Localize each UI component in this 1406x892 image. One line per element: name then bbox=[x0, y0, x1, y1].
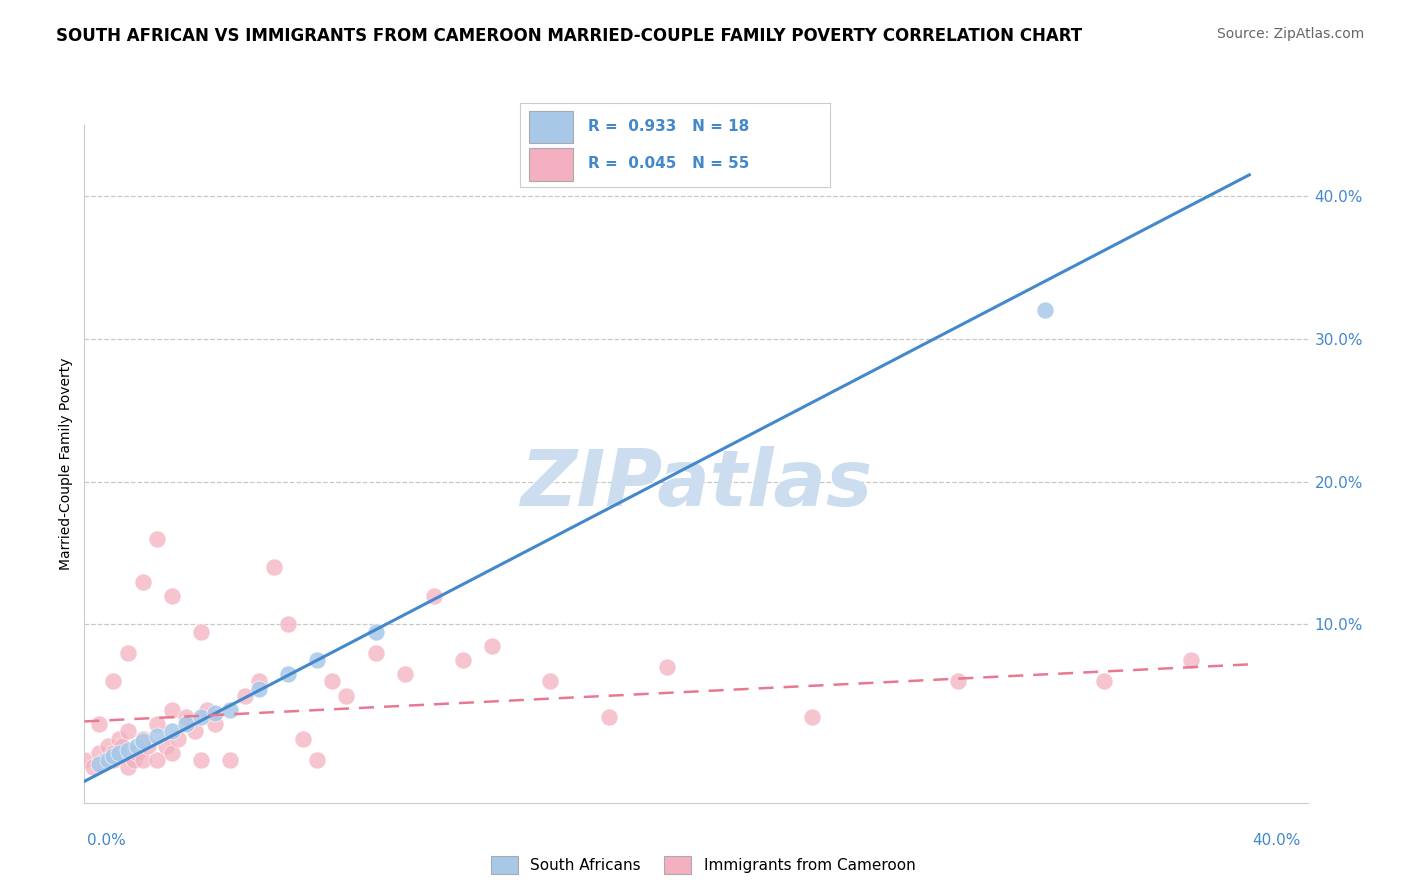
Point bbox=[247, 681, 270, 696]
Legend: South Africans, Immigrants from Cameroon: South Africans, Immigrants from Cameroon bbox=[485, 850, 921, 880]
Point bbox=[146, 729, 169, 743]
Point bbox=[87, 757, 110, 772]
Point bbox=[184, 724, 207, 739]
Point bbox=[160, 724, 183, 739]
Point bbox=[103, 746, 125, 760]
Text: R =  0.933   N = 18: R = 0.933 N = 18 bbox=[588, 119, 749, 134]
Point bbox=[160, 589, 183, 603]
Point bbox=[364, 624, 387, 639]
Point bbox=[103, 674, 125, 689]
Point bbox=[1180, 653, 1202, 667]
Point bbox=[233, 689, 256, 703]
Point bbox=[190, 753, 212, 767]
Point bbox=[219, 703, 242, 717]
Point bbox=[97, 753, 120, 767]
Point bbox=[277, 667, 299, 681]
Point bbox=[146, 753, 169, 767]
Point bbox=[117, 724, 139, 739]
Point bbox=[598, 710, 620, 724]
Point bbox=[131, 753, 153, 767]
Point bbox=[263, 560, 285, 574]
Point bbox=[204, 706, 226, 720]
Point bbox=[277, 617, 299, 632]
Point bbox=[481, 639, 503, 653]
Point bbox=[160, 746, 183, 760]
Point bbox=[93, 753, 117, 767]
Point bbox=[423, 589, 446, 603]
Point bbox=[364, 646, 387, 660]
Point bbox=[219, 753, 242, 767]
Point bbox=[160, 703, 183, 717]
Text: 40.0%: 40.0% bbox=[1253, 833, 1301, 847]
Point bbox=[155, 739, 177, 753]
Point bbox=[451, 653, 474, 667]
Point bbox=[394, 667, 416, 681]
Point bbox=[82, 760, 104, 774]
Point bbox=[146, 532, 169, 546]
Point bbox=[103, 748, 125, 763]
Point bbox=[131, 574, 153, 589]
Point bbox=[655, 660, 678, 674]
FancyBboxPatch shape bbox=[530, 112, 572, 144]
Y-axis label: Married-Couple Family Poverty: Married-Couple Family Poverty bbox=[59, 358, 73, 570]
Point bbox=[117, 760, 139, 774]
Point bbox=[946, 674, 969, 689]
Point bbox=[131, 734, 153, 748]
Point bbox=[117, 743, 139, 757]
Point bbox=[176, 710, 198, 724]
Point bbox=[125, 739, 148, 753]
Point bbox=[117, 646, 139, 660]
Point bbox=[87, 717, 110, 731]
Point bbox=[1092, 674, 1115, 689]
Point bbox=[291, 731, 314, 746]
Point bbox=[190, 710, 212, 724]
Text: SOUTH AFRICAN VS IMMIGRANTS FROM CAMEROON MARRIED-COUPLE FAMILY POVERTY CORRELAT: SOUTH AFRICAN VS IMMIGRANTS FROM CAMEROO… bbox=[56, 27, 1083, 45]
FancyBboxPatch shape bbox=[530, 148, 572, 180]
Point bbox=[122, 753, 145, 767]
Text: 0.0%: 0.0% bbox=[87, 833, 127, 847]
Point bbox=[190, 624, 212, 639]
Point bbox=[103, 753, 125, 767]
Point bbox=[87, 746, 110, 760]
Point bbox=[801, 710, 824, 724]
Text: Source: ZipAtlas.com: Source: ZipAtlas.com bbox=[1216, 27, 1364, 41]
Point bbox=[1035, 303, 1057, 318]
Point bbox=[307, 653, 329, 667]
Point bbox=[307, 753, 329, 767]
Point bbox=[146, 717, 169, 731]
Point bbox=[108, 746, 131, 760]
Point bbox=[538, 674, 561, 689]
Point bbox=[131, 731, 153, 746]
Point bbox=[73, 753, 96, 767]
Point bbox=[204, 717, 226, 731]
Point bbox=[108, 731, 131, 746]
Point bbox=[97, 739, 120, 753]
Point bbox=[125, 746, 148, 760]
Point bbox=[111, 739, 134, 753]
Point bbox=[138, 739, 160, 753]
Text: ZIPatlas: ZIPatlas bbox=[520, 446, 872, 522]
Point bbox=[166, 731, 188, 746]
Point bbox=[247, 674, 270, 689]
Text: R =  0.045   N = 55: R = 0.045 N = 55 bbox=[588, 156, 749, 171]
Point bbox=[335, 689, 357, 703]
Point bbox=[176, 717, 198, 731]
Point bbox=[321, 674, 343, 689]
Point bbox=[195, 703, 218, 717]
